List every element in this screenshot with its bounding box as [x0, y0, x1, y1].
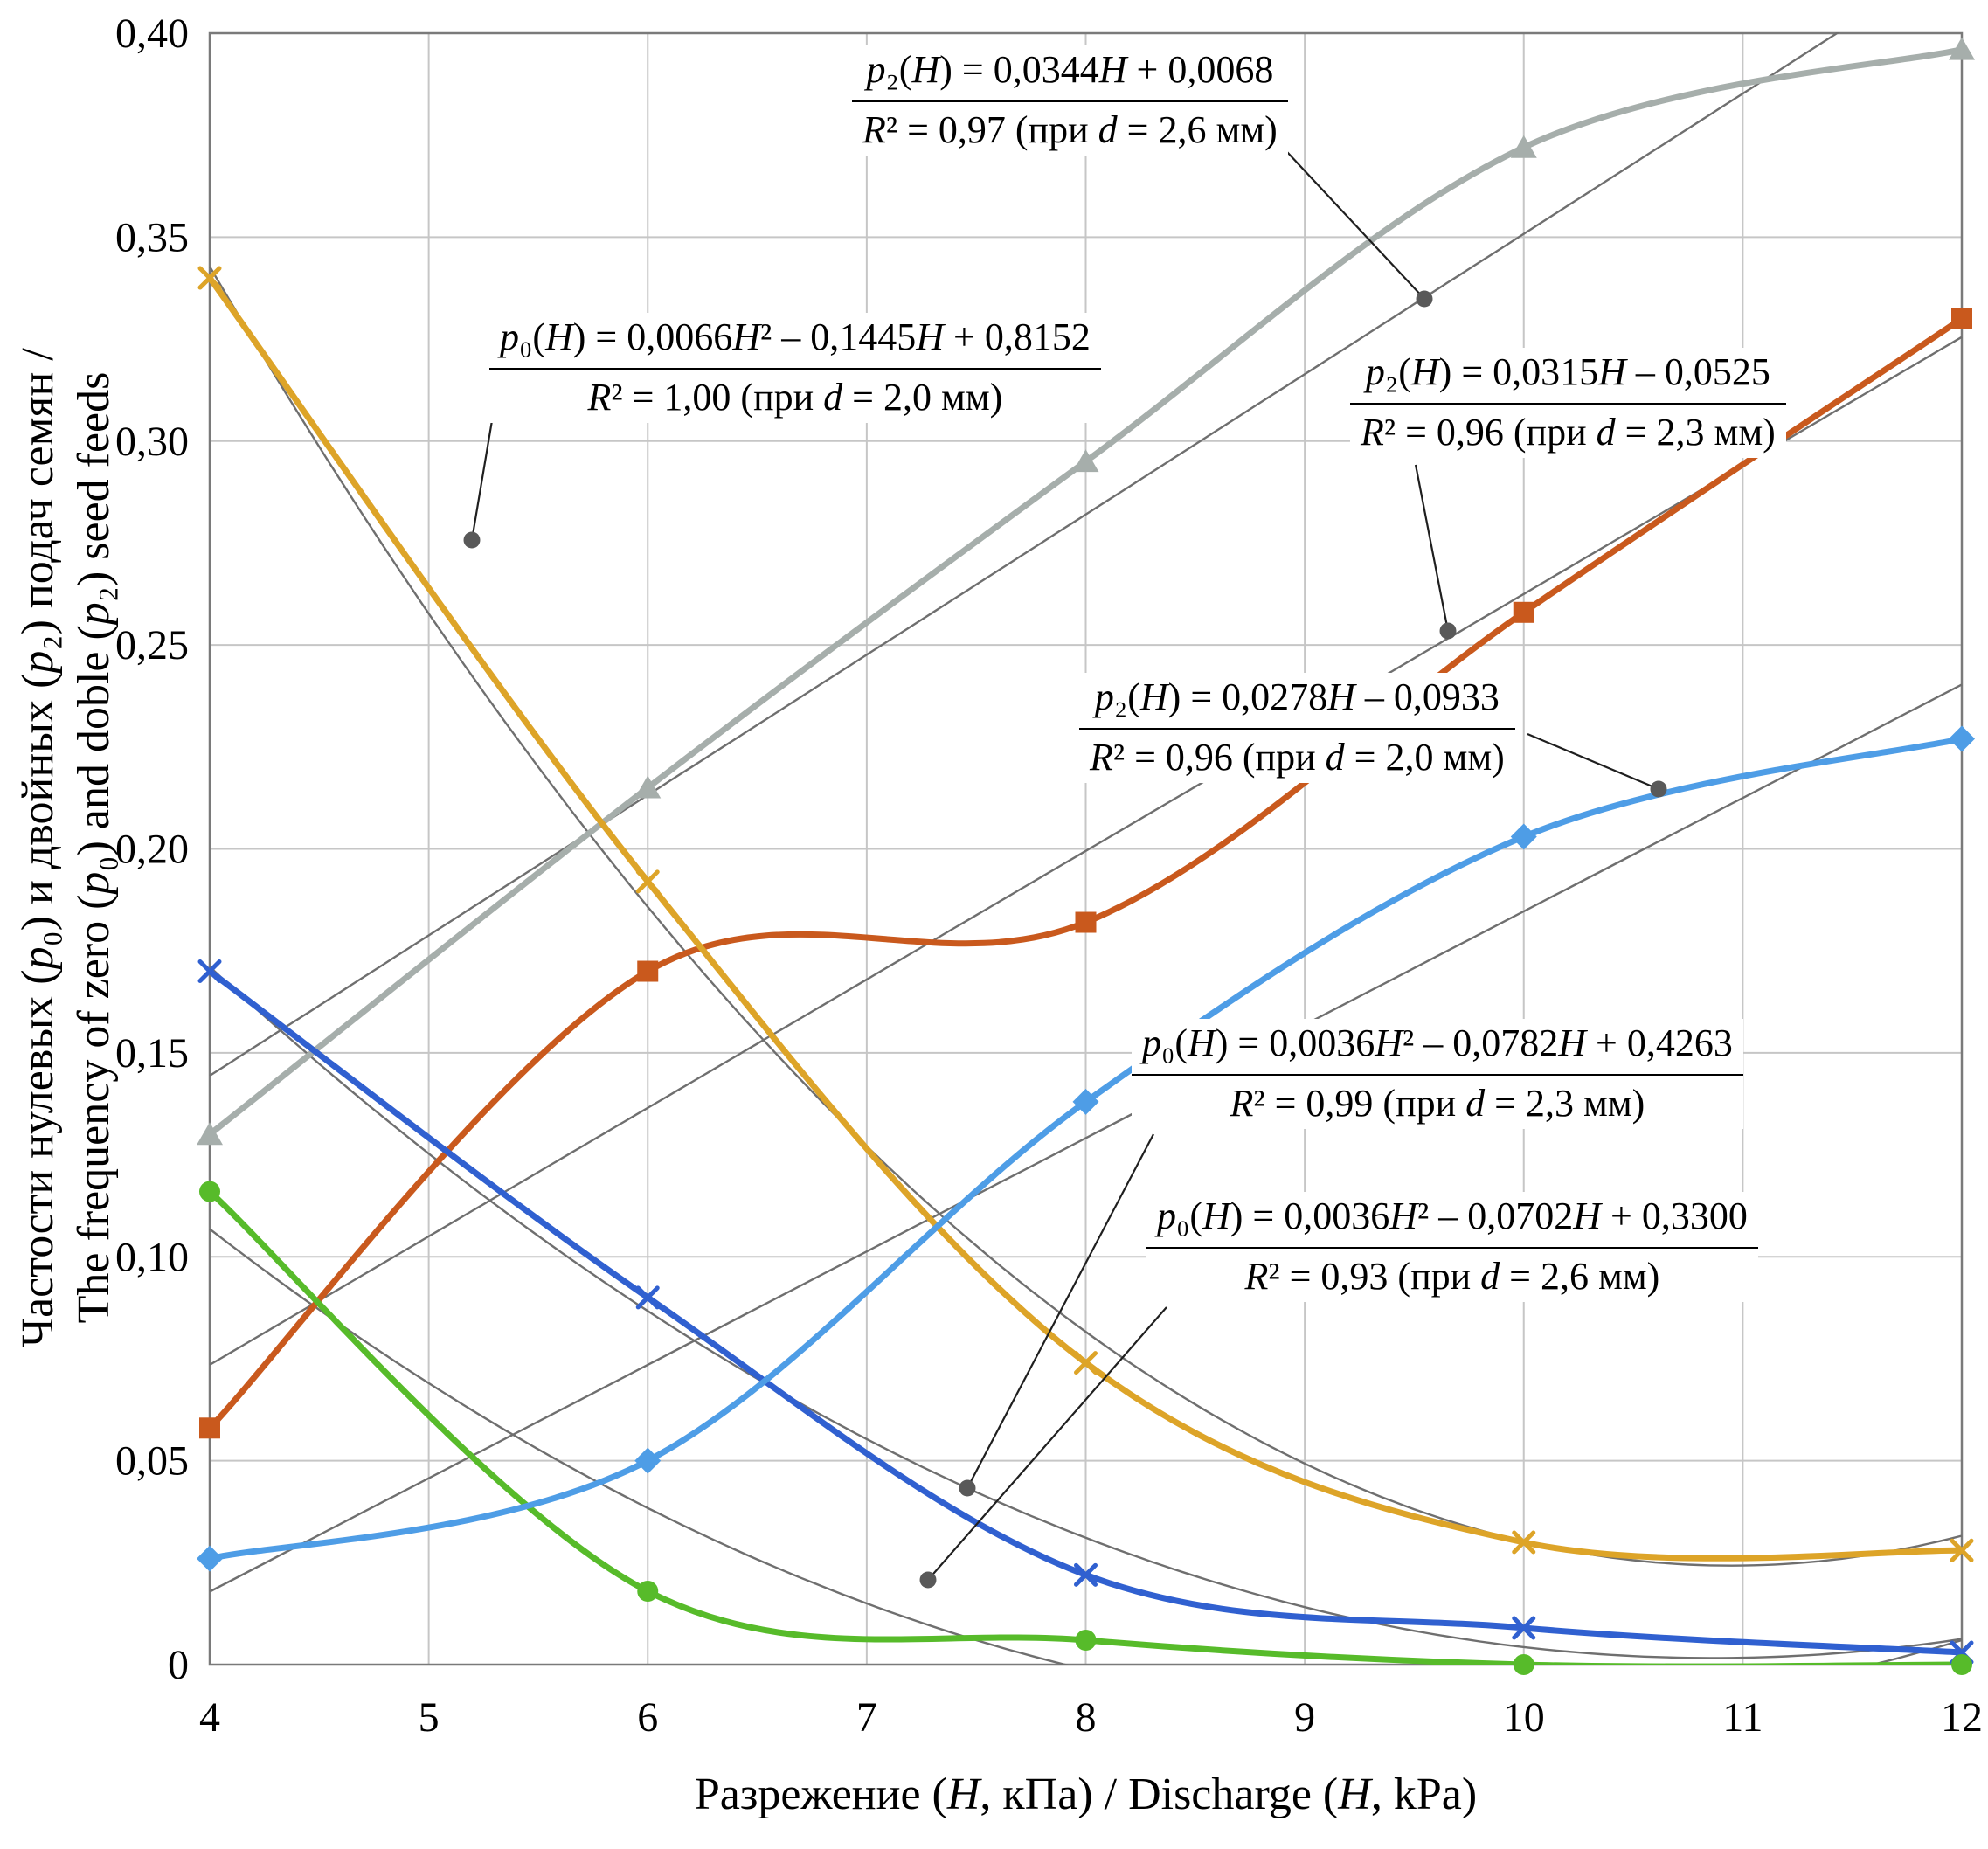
y-tick-label-0: 0 [168, 1642, 189, 1688]
y-axis-title-line1: Частости нулевых (p₀) и двойных (p₂) под… [13, 348, 63, 1347]
series-line-p0-d23 [209, 968, 1963, 1656]
y-tick-label-0,10: 0,10 [115, 1234, 189, 1280]
markers-p2-d23 [199, 308, 1972, 1439]
markers-p2-d26 [197, 37, 1975, 1146]
leader-line-p0-d26 [927, 1306, 1167, 1581]
gridlines [209, 32, 1963, 1665]
x-tick-label-9: 9 [1294, 1694, 1315, 1741]
markers-p0-d20 [197, 266, 1974, 1562]
markers-p0-d26 [199, 1181, 1972, 1675]
leader-line-p2-d26 [1249, 111, 1425, 300]
leader-dot-p2-d20 [1650, 780, 1667, 798]
series-line-p0-d26 [209, 1188, 1963, 1665]
leader-dot-p2-d23 [1439, 622, 1457, 640]
trendline-p2-d20 [209, 683, 1963, 1593]
leader-dot-p2-d26 [1416, 290, 1433, 308]
trendline-p0-d26 [209, 1228, 1963, 1665]
leader-line-p0-d23 [966, 1133, 1154, 1489]
x-tick-label-4: 4 [199, 1694, 220, 1741]
leader-dot-p0-d26 [919, 1571, 937, 1589]
x-tick-label-11: 11 [1722, 1694, 1763, 1741]
y-axis-title-line2: The frequency of zero (p₀) and doble (p₂… [69, 371, 119, 1324]
x-tick-label-12: 12 [1941, 1694, 1983, 1741]
x-axis-title: Разрежение (H, кПа) / Discharge (H, kPa) [694, 1769, 1478, 1819]
markers-p2-d20 [197, 725, 1975, 1572]
trendline-p0-d23 [209, 966, 1963, 1659]
leader-line-p2-d23 [1414, 464, 1450, 632]
markers-p0-d23 [197, 959, 1974, 1665]
leader-line-p0-d20 [470, 373, 502, 541]
x-tick-label-8: 8 [1076, 1694, 1097, 1741]
x-tick-label-6: 6 [637, 1694, 658, 1741]
x-tick-label-10: 10 [1503, 1694, 1545, 1741]
leader-line-p2-d20 [1527, 732, 1659, 791]
y-axis-title: Частости нулевых (p₀) и двойных (p₂) под… [10, 17, 129, 1678]
y-tick-label-0,25: 0,25 [115, 622, 189, 668]
series-line-p2-d26 [209, 46, 1963, 1138]
annotation-leaders [463, 111, 1667, 1589]
plot-border [208, 31, 1964, 1666]
leader-dot-p0-d20 [463, 531, 481, 549]
y-tick-label-0,40: 0,40 [115, 10, 189, 57]
y-tick-label-0,30: 0,30 [115, 419, 189, 465]
y-tick-label-0,05: 0,05 [115, 1438, 189, 1485]
x-tick-label-5: 5 [419, 1694, 440, 1741]
y-tick-label-0,35: 0,35 [115, 214, 189, 260]
trendline-p0-d20 [209, 266, 1963, 1567]
trendline-p2-d26 [209, 32, 1840, 1077]
leader-dot-p0-d23 [959, 1479, 976, 1497]
x-tick-label-7: 7 [856, 1694, 877, 1741]
y-tick-label-0,15: 0,15 [115, 1030, 189, 1077]
y-tick-label-0,20: 0,20 [115, 827, 189, 873]
series-line-p0-d20 [209, 274, 1963, 1562]
